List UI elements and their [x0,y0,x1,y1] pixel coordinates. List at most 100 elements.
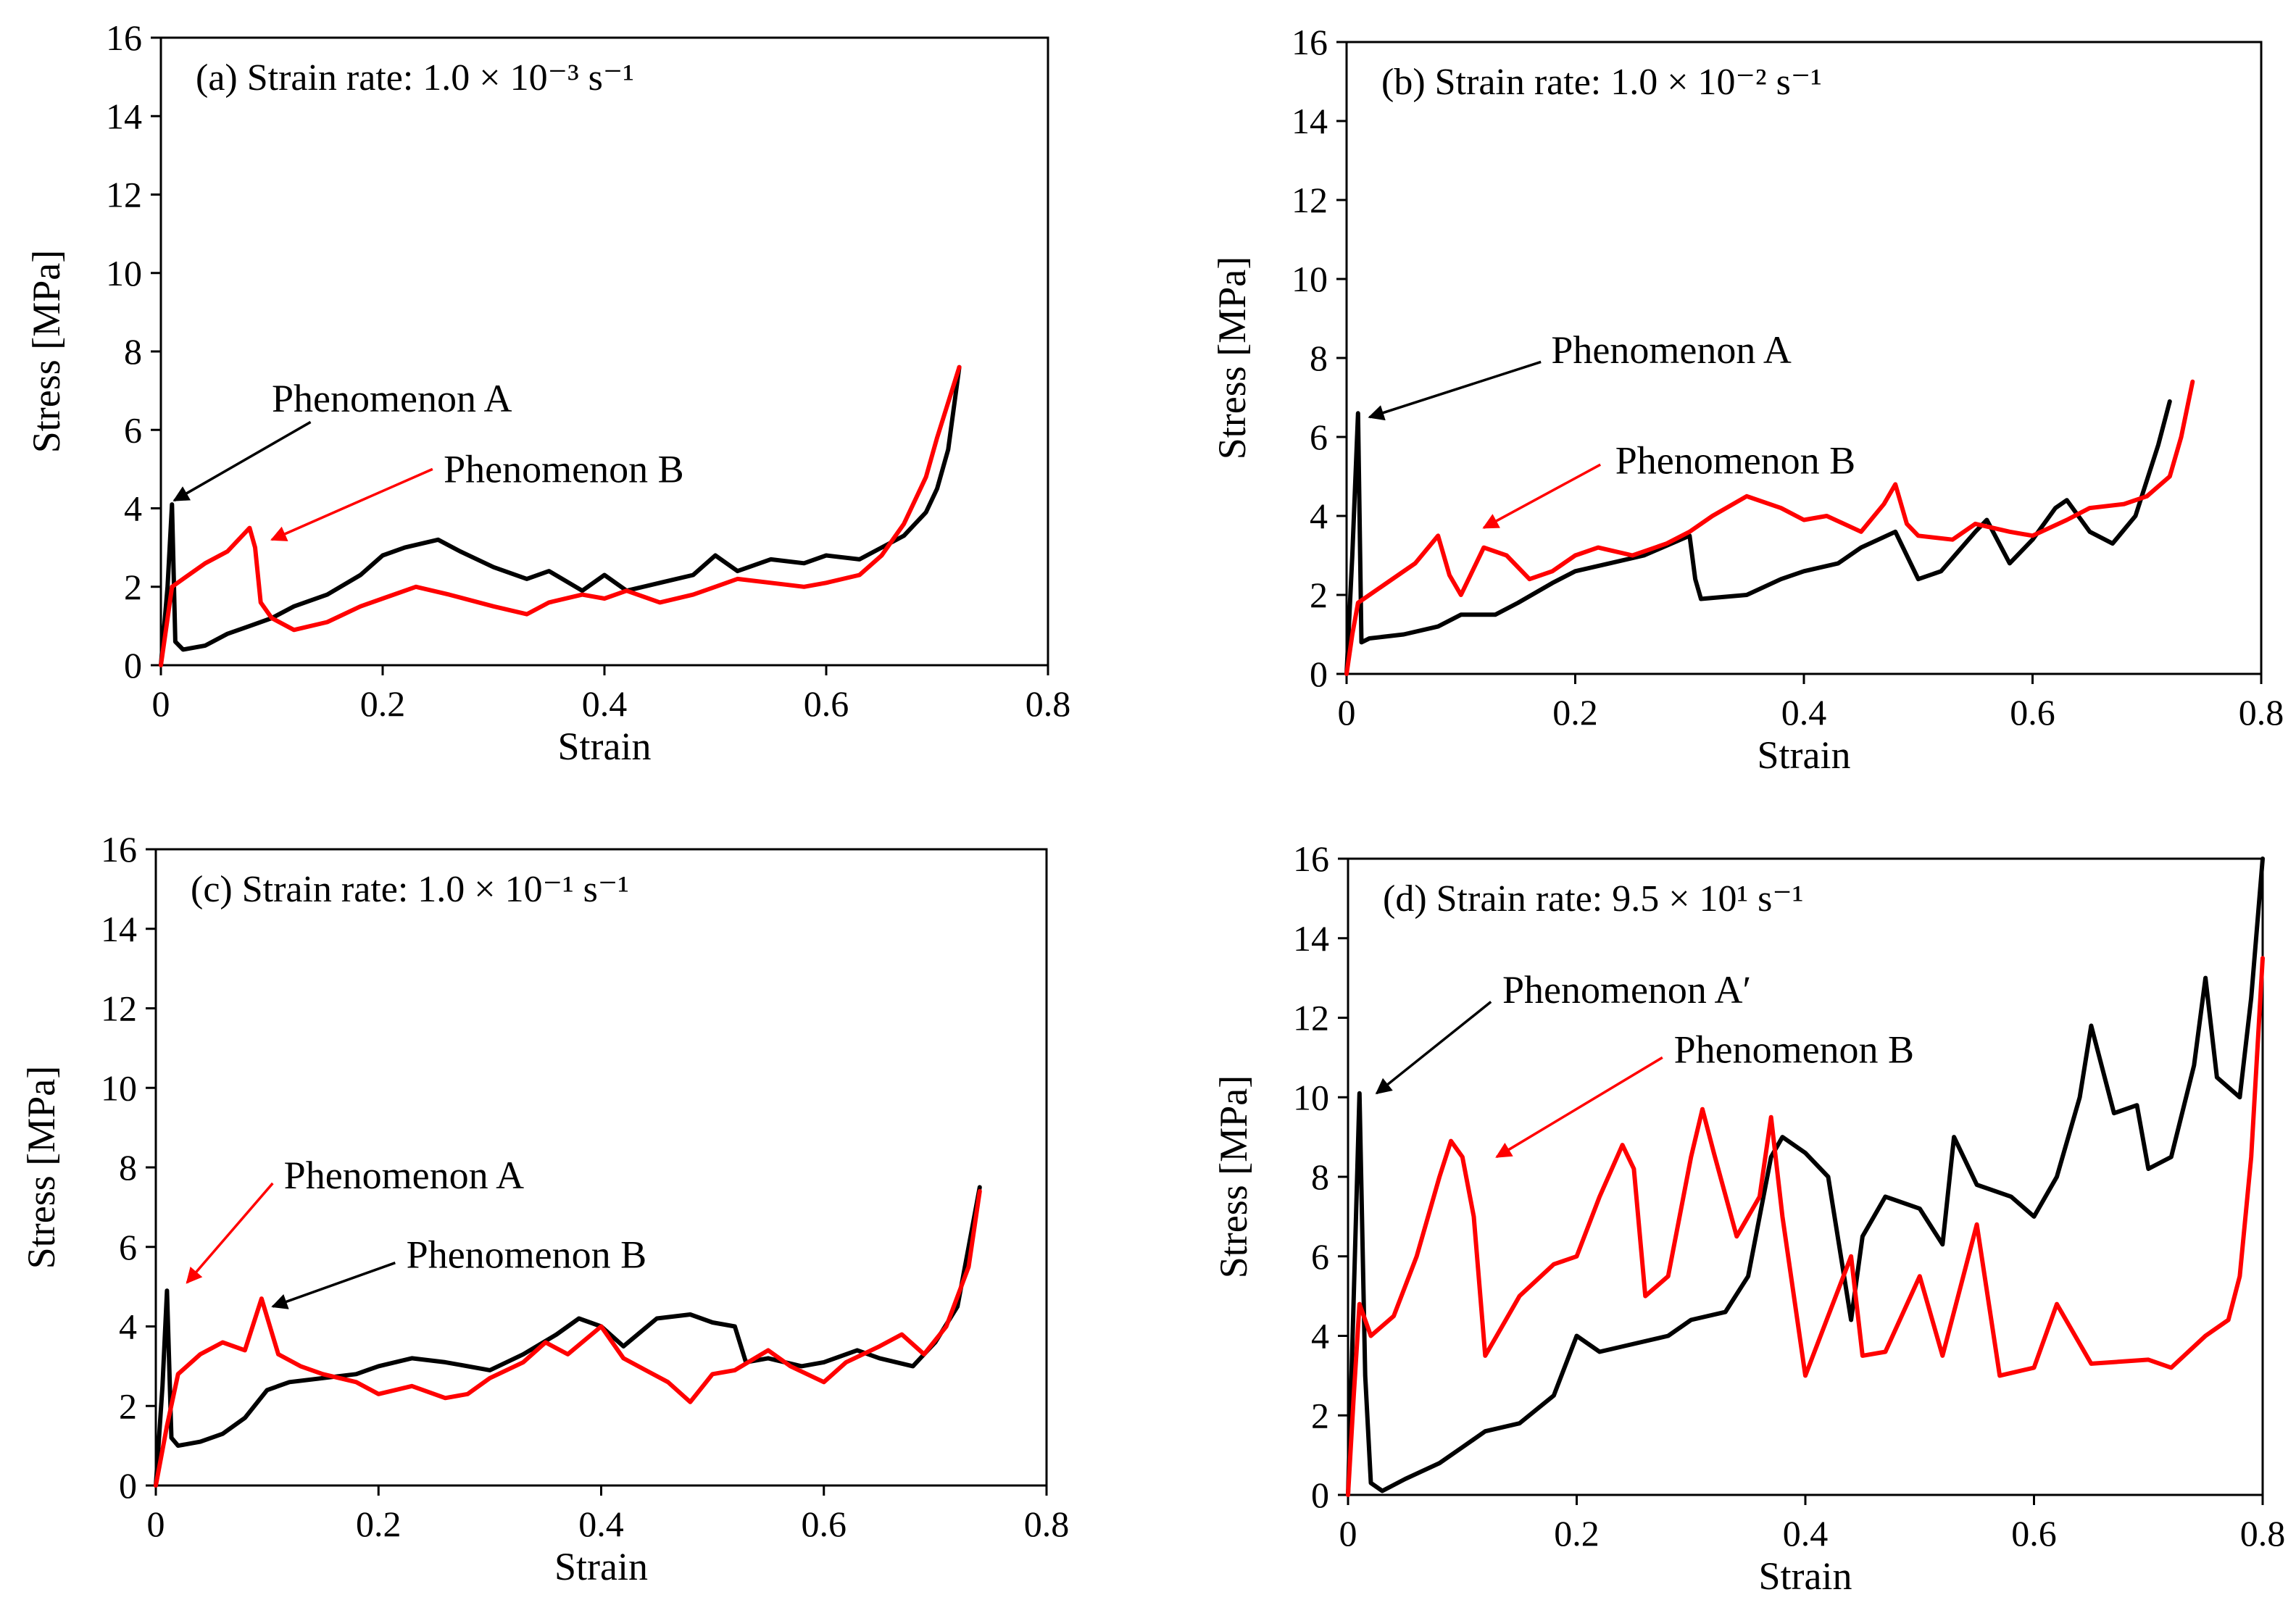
annotation-arrow-b-1 [1482,463,1602,529]
annotation-arrow-a-0 [172,420,312,502]
plot-frame-a [159,36,1049,667]
x-tick-label-b-1: 0.2 [1552,692,1598,733]
x-tick-label-a-2: 0.4 [582,683,628,724]
annotation-label-a-0: Phenomenon A [272,377,512,420]
annotation-label-d-0: Phenomenon A′ [1502,968,1751,1012]
x-tick-label-d-0: 0 [1339,1513,1357,1554]
series-line-d-1 [1346,956,2265,1497]
plot-frame-d [1347,857,2264,1496]
panel-title-b: (b) Strain rate: 1.0 × 10⁻² s⁻¹ [1381,62,1822,103]
panel-title-c: (c) Strain rate: 1.0 × 10⁻¹ s⁻¹ [191,869,629,910]
chart-panel-d: 0 2 4 6 8 10 12 14 16 0 0.2 0.4 0.6 0.8 Strain Stress [… [1212,838,2285,1598]
x-tick-label-a-1: 0.2 [360,683,406,724]
y-tick-label-b-0: 0 [1310,654,1328,694]
y-tick-label-b-8: 16 [1292,22,1328,62]
y-tick-label-b-2: 4 [1310,496,1328,536]
series-line-d-0 [1346,857,2265,1497]
panel-title-a: (a) Strain rate: 1.0 × 10⁻³ s⁻¹ [196,57,634,99]
x-axis-label-c: Strain [554,1545,648,1588]
y-tick-label-d-6: 12 [1293,998,1329,1038]
y-tick-label-c-6: 12 [101,988,137,1029]
y-tick-label-c-3: 6 [119,1227,137,1267]
annotation-arrow-a-1 [270,467,433,541]
y-tick-label-c-1: 2 [119,1385,137,1426]
x-tick-label-c-1: 0.2 [356,1504,402,1544]
x-tick-label-a-0: 0 [152,683,170,724]
y-tick-label-c-0: 0 [119,1465,137,1506]
y-tick-label-b-7: 14 [1292,101,1328,141]
x-tick-label-a-3: 0.6 [804,683,849,724]
plot-frame-b [1345,41,2263,675]
x-tick-label-b-0: 0 [1338,692,1356,733]
x-tick-label-b-3: 0.6 [2010,692,2055,733]
y-tick-label-c-7: 14 [101,909,137,949]
y-tick-label-d-7: 14 [1293,918,1329,959]
panel-title-d: (d) Strain rate: 9.5 × 10¹ s⁻¹ [1383,878,1803,920]
x-axis-label-b: Strain [1758,733,1851,777]
x-tick-label-c-4: 0.8 [1024,1504,1070,1544]
annotation-arrow-c-0 [186,1182,274,1284]
annotation-arrow-d-1 [1495,1056,1663,1159]
y-tick-label-a-2: 4 [124,488,142,529]
x-tick-label-c-3: 0.6 [802,1504,847,1544]
y-tick-label-a-6: 12 [106,175,142,215]
y-tick-label-a-7: 14 [106,96,142,136]
x-tick-label-d-3: 0.6 [2011,1513,2057,1554]
annotation-label-d-1: Phenomenon B [1674,1028,1915,1071]
annotation-label-c-0: Phenomenon A [284,1154,525,1197]
chart-panel-b: 0 2 4 6 8 10 12 14 16 0 0.2 0.4 0.6 0.8 Strain Stress [… [1210,22,2284,777]
chart-panel-c: 0 2 4 6 8 10 12 14 16 0 0.2 0.4 0.6 0.8 Strain Stress [… [20,829,1069,1588]
series-line-c-0 [154,1185,982,1488]
series-line-a-1 [159,364,962,667]
y-tick-label-a-5: 10 [106,253,142,293]
y-tick-label-a-1: 2 [124,567,142,607]
annotation-arrow-d-0 [1375,1001,1492,1095]
series-line-c-1 [154,1188,982,1488]
x-tick-label-a-4: 0.8 [1026,683,1071,724]
y-tick-label-b-5: 10 [1292,259,1328,299]
y-tick-label-d-3: 6 [1311,1236,1329,1277]
annotation-label-c-1: Phenomenon B [407,1233,647,1277]
y-tick-label-d-0: 0 [1311,1475,1329,1515]
y-tick-label-d-8: 16 [1293,838,1329,879]
series-line-a-0 [159,364,962,667]
y-tick-label-c-8: 16 [101,829,137,870]
series-line-b-0 [1344,399,2172,676]
y-tick-label-b-6: 12 [1292,180,1328,220]
x-tick-label-d-1: 0.2 [1554,1513,1600,1554]
y-tick-label-c-5: 10 [101,1067,137,1108]
y-tick-label-a-0: 0 [124,645,142,686]
y-axis-label-a: Stress [MPa] [25,250,68,454]
x-tick-label-b-2: 0.4 [1781,692,1827,733]
chart-panel-a: 0 2 4 6 8 10 12 14 16 0 0.2 0.4 0.6 0.8 Strain Stress [… [25,17,1070,768]
x-axis-label-a: Strain [558,725,652,768]
y-axis-label-d: Stress [MPa] [1212,1075,1255,1279]
x-tick-label-d-2: 0.4 [1783,1513,1829,1554]
x-tick-label-b-4: 0.8 [2239,692,2284,733]
y-tick-label-d-4: 8 [1311,1157,1329,1197]
annotation-label-b-0: Phenomenon A [1551,328,1792,372]
y-axis-label-b: Stress [MPa] [1210,257,1254,460]
x-axis-label-d: Strain [1759,1554,1852,1598]
y-tick-label-a-8: 16 [106,17,142,58]
x-tick-label-c-2: 0.4 [578,1504,624,1544]
x-tick-label-d-4: 0.8 [2240,1513,2286,1554]
y-tick-label-b-3: 6 [1310,417,1328,457]
annotation-arrow-c-1 [271,1262,396,1309]
y-tick-label-a-4: 8 [124,331,142,372]
y-tick-label-d-2: 4 [1311,1316,1329,1357]
annotation-arrow-b-0 [1368,360,1542,421]
y-tick-label-c-2: 4 [119,1307,137,1347]
y-tick-label-a-3: 6 [124,409,142,450]
x-tick-label-c-0: 0 [147,1504,165,1544]
y-tick-label-b-4: 8 [1310,338,1328,378]
y-tick-label-c-4: 8 [119,1147,137,1188]
annotation-label-b-1: Phenomenon B [1615,439,1856,483]
y-tick-label-d-5: 10 [1293,1077,1329,1117]
annotation-label-a-1: Phenomenon B [444,447,684,491]
y-axis-label-c: Stress [MPa] [20,1066,63,1270]
y-tick-label-b-1: 2 [1310,575,1328,615]
y-tick-label-d-1: 2 [1311,1395,1329,1435]
series-line-b-1 [1344,379,2195,676]
